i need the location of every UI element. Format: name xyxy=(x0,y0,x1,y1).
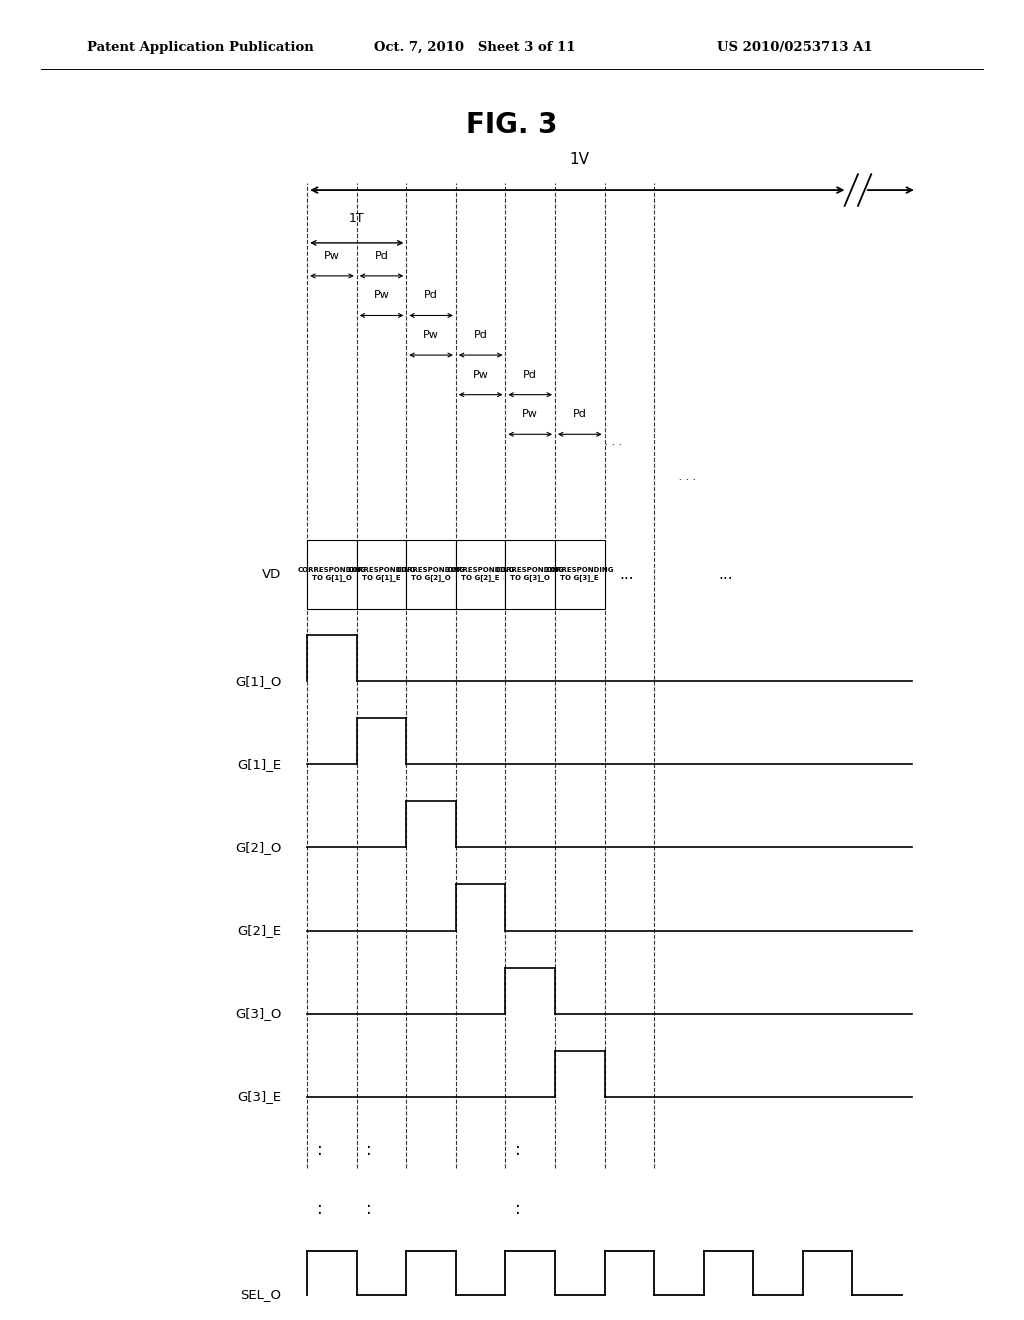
Text: :: : xyxy=(515,1140,521,1159)
Text: G[1]_E: G[1]_E xyxy=(238,758,282,771)
Text: Patent Application Publication: Patent Application Publication xyxy=(87,41,313,54)
Text: G[1]_O: G[1]_O xyxy=(236,675,282,688)
Text: Pd: Pd xyxy=(375,251,388,261)
Text: Oct. 7, 2010   Sheet 3 of 11: Oct. 7, 2010 Sheet 3 of 11 xyxy=(374,41,575,54)
Bar xyxy=(307,540,356,609)
Text: 1T: 1T xyxy=(349,211,365,224)
Text: CORRESPONDING
TO G[1]_O: CORRESPONDING TO G[1]_O xyxy=(298,568,367,581)
Text: CORRESPONDING
TO G[3]_E: CORRESPONDING TO G[3]_E xyxy=(546,568,614,581)
Text: Pw: Pw xyxy=(324,251,340,261)
Text: :: : xyxy=(316,1200,323,1218)
Text: CORRESPONDING
TO G[1]_E: CORRESPONDING TO G[1]_E xyxy=(347,568,416,581)
Text: Pd: Pd xyxy=(424,290,438,301)
Text: FIG. 3: FIG. 3 xyxy=(466,111,558,140)
Text: G[2]_O: G[2]_O xyxy=(236,841,282,854)
Text: Pw: Pw xyxy=(423,330,439,341)
Text: Pd: Pd xyxy=(572,409,587,420)
Text: ...: ... xyxy=(620,566,634,582)
Text: . . .: . . . xyxy=(679,473,696,483)
Text: :: : xyxy=(515,1200,521,1218)
Text: :: : xyxy=(367,1140,372,1159)
Text: SEL_O: SEL_O xyxy=(241,1288,282,1302)
Text: Pw: Pw xyxy=(374,290,389,301)
Text: :: : xyxy=(367,1200,372,1218)
Text: Pw: Pw xyxy=(473,370,488,380)
Bar xyxy=(456,540,506,609)
Text: Pd: Pd xyxy=(523,370,538,380)
Bar xyxy=(356,540,407,609)
Text: 1V: 1V xyxy=(569,152,590,166)
Text: VD: VD xyxy=(262,568,282,581)
Text: . . .: . . . xyxy=(604,437,622,447)
Bar xyxy=(407,540,456,609)
Text: CORRESPONDING
TO G[3]_O: CORRESPONDING TO G[3]_O xyxy=(496,568,564,581)
Text: G[2]_E: G[2]_E xyxy=(238,924,282,937)
Bar xyxy=(555,540,604,609)
Text: Pw: Pw xyxy=(522,409,539,420)
Text: G[3]_O: G[3]_O xyxy=(236,1007,282,1020)
Text: CORRESPONDING
TO G[2]_E: CORRESPONDING TO G[2]_E xyxy=(446,568,515,581)
Text: G[3]_E: G[3]_E xyxy=(238,1090,282,1104)
Text: US 2010/0253713 A1: US 2010/0253713 A1 xyxy=(717,41,872,54)
Text: Pd: Pd xyxy=(474,330,487,341)
Text: :: : xyxy=(316,1140,323,1159)
Text: CORRESPONDING
TO G[2]_O: CORRESPONDING TO G[2]_O xyxy=(397,568,465,581)
Text: ...: ... xyxy=(719,566,733,582)
Bar xyxy=(506,540,555,609)
